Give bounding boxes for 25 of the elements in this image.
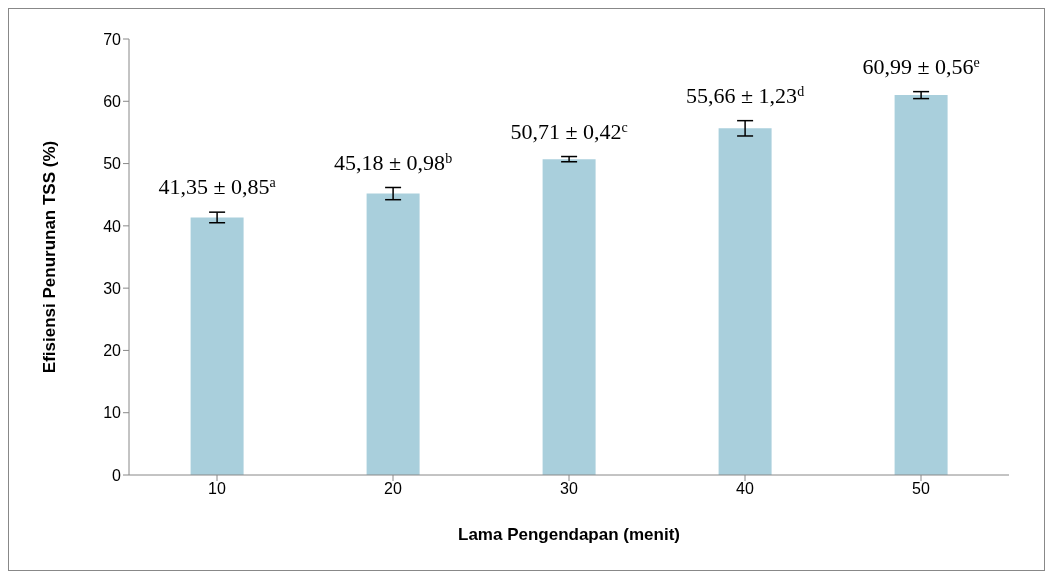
y-tick-label: 60: [103, 92, 122, 110]
x-tick-label: 10: [208, 480, 226, 498]
data-label: 45,18 ± 0,98$^{b}$: [334, 149, 453, 175]
y-tick-label: 10: [103, 404, 122, 422]
x-tick-label: 40: [736, 480, 754, 498]
y-tick-label: 30: [103, 279, 122, 297]
bar: [718, 128, 772, 475]
x-tick-label: 30: [560, 480, 578, 498]
x-tick-label: 20: [384, 480, 402, 498]
y-tick-label: 50: [103, 155, 122, 173]
y-tick-label: 0: [112, 466, 122, 484]
data-label: 41,35 ± 0,85$^{a}$: [158, 174, 277, 200]
x-axis-title: Lama Pengendapan (menit): [458, 525, 680, 544]
bar: [894, 95, 948, 475]
bar: [366, 193, 420, 475]
y-tick-label: 20: [103, 342, 122, 360]
y-tick-label: 70: [103, 30, 122, 48]
bar: [542, 159, 596, 475]
data-label: 55,66 ± 1,23$^{d}$: [686, 82, 805, 108]
data-label: 50,71 ± 0,42$^{c}$: [510, 118, 628, 144]
bar: [190, 217, 244, 475]
data-label: 60,99 ± 0,56$^{e}$: [862, 53, 980, 79]
y-axis-title: Efisiensi Penurunan TSS (%): [40, 140, 60, 374]
x-tick-label: 50: [912, 480, 930, 498]
y-tick-label: 40: [103, 217, 122, 235]
